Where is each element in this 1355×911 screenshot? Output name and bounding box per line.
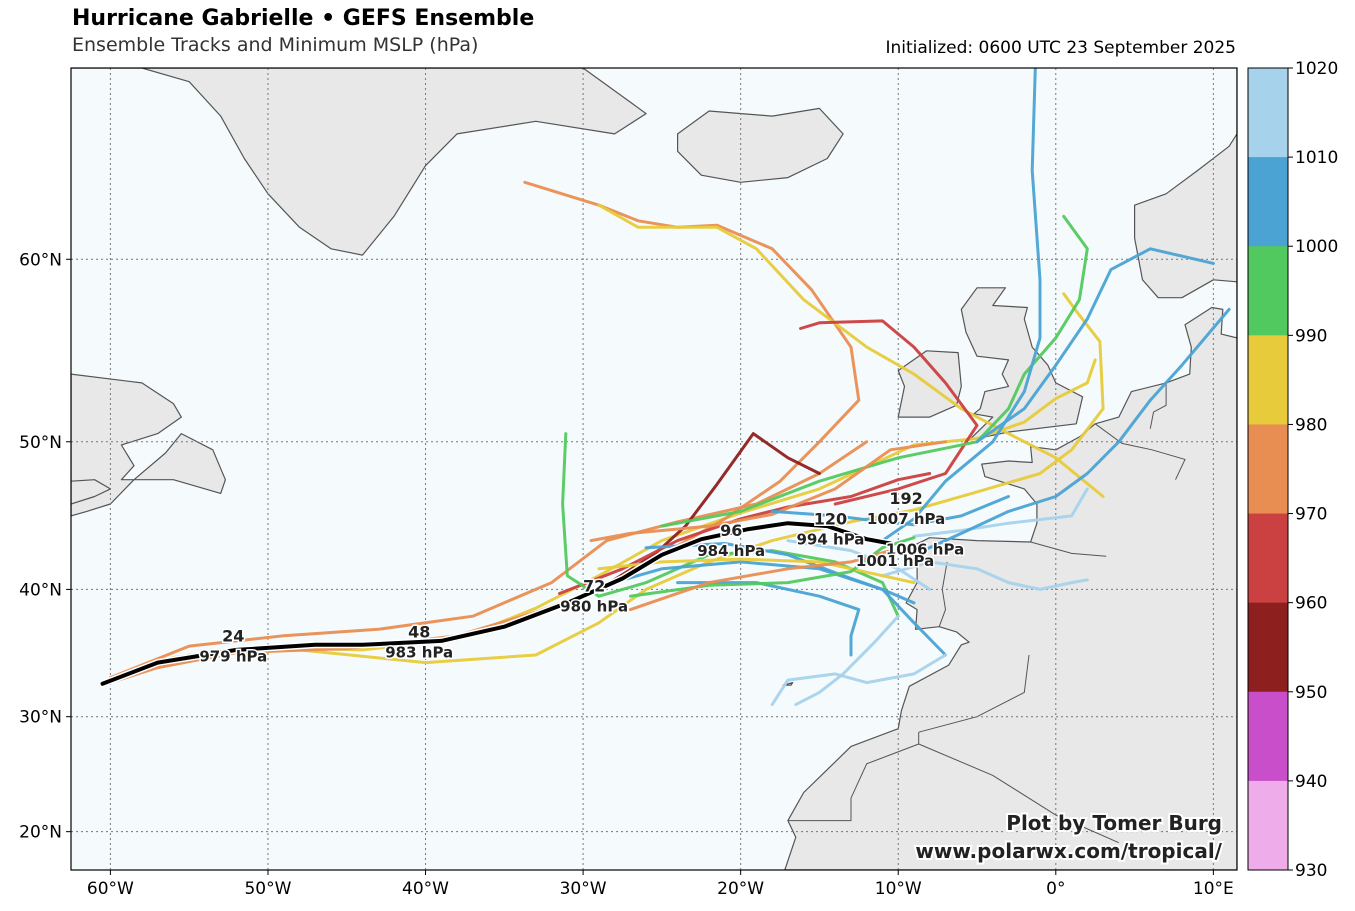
colorbar-tick-label: 930 bbox=[1295, 861, 1327, 881]
ensemble-track bbox=[108, 292, 1105, 683]
colorbar-bin bbox=[1248, 157, 1288, 247]
colorbar-tick-label: 980 bbox=[1295, 415, 1327, 435]
land-norway bbox=[1133, 133, 1237, 299]
colorbar-tick-label: 940 bbox=[1295, 772, 1327, 792]
pressure-label: 980 hPa bbox=[560, 598, 628, 616]
pressure-label: 1006 hPa bbox=[886, 541, 964, 559]
ensemble-track bbox=[912, 307, 1231, 557]
pressure-label: 994 hPa bbox=[797, 531, 865, 549]
colorbar-tick-label: 1010 bbox=[1295, 148, 1338, 168]
colorbar-tick-label: 970 bbox=[1295, 505, 1327, 525]
forecast-hour-label: 48 bbox=[408, 623, 430, 642]
lon-tick-label: 10°E bbox=[1193, 879, 1234, 899]
map-frame bbox=[70, 67, 1238, 871]
forecast-hour-label: 192 bbox=[889, 489, 922, 508]
mean-track-line bbox=[100, 521, 893, 686]
lon-tick-label: 30°W bbox=[560, 879, 607, 899]
forecast-hour-label: 24 bbox=[222, 626, 244, 645]
lon-tick-label: 60°W bbox=[87, 879, 134, 899]
ensemble-track bbox=[975, 247, 1215, 444]
colorbar-tick-label: 1000 bbox=[1295, 237, 1338, 257]
ensemble-track bbox=[881, 560, 1089, 591]
colorbar-tick-label: 950 bbox=[1295, 683, 1327, 703]
colorbar-bin bbox=[1248, 513, 1288, 604]
colorbar-bin bbox=[1248, 691, 1288, 782]
ensemble-track bbox=[881, 68, 1042, 543]
chart-title: Hurricane Gabrielle • GEFS Ensemble bbox=[72, 6, 535, 31]
colorbar-bin bbox=[1248, 246, 1288, 336]
forecast-hour-label: 96 bbox=[720, 521, 742, 540]
land-newfoundland-south bbox=[71, 479, 112, 505]
colorbar-bin bbox=[1248, 68, 1288, 158]
country-border bbox=[1030, 541, 1107, 557]
land-iceland bbox=[676, 107, 844, 183]
ensemble-track bbox=[660, 214, 1089, 528]
ensemble-track bbox=[676, 581, 861, 657]
track-labels: 24 979 hPa 48 983 hPa 72 980 hPa 96 984 hPa 120 9… bbox=[198, 487, 966, 666]
ensemble-track bbox=[770, 495, 1010, 527]
ensemble-mean-track bbox=[99, 519, 894, 688]
ensemble-track bbox=[912, 487, 1089, 538]
ensemble-track bbox=[794, 614, 900, 707]
colorbar-bin bbox=[1248, 424, 1288, 515]
credit-line-1: Plot by Tomer Burg bbox=[1006, 811, 1222, 835]
lat-tick-label: 30°N bbox=[19, 708, 62, 728]
colorbar-bin bbox=[1248, 335, 1288, 425]
colorbar-bin bbox=[1248, 602, 1288, 693]
forecast-hour-label: 72 bbox=[583, 577, 605, 596]
forecast-hour-label: 120 bbox=[814, 510, 847, 529]
lat-tick-label: 40°N bbox=[19, 580, 62, 600]
country-border bbox=[787, 732, 920, 822]
pressure-label: 984 hPa bbox=[697, 542, 765, 560]
country-border bbox=[918, 654, 1030, 733]
pressure-label: 1001 hPa bbox=[856, 552, 934, 570]
colorbar-bin bbox=[1248, 780, 1288, 871]
lon-tick-label: 50°W bbox=[244, 879, 291, 899]
pressure-label: 983 hPa bbox=[385, 644, 453, 662]
colorbar-tick-label: 1020 bbox=[1295, 59, 1338, 79]
colorbar-frame bbox=[1247, 67, 1289, 871]
lon-tick-label: 10°W bbox=[875, 879, 922, 899]
pressure-colorbar: 1020 1010 1000 990 980 970 960 950 940 930 bbox=[1247, 59, 1338, 881]
lon-tick-label: 40°W bbox=[402, 879, 449, 899]
country-border bbox=[938, 561, 948, 627]
ensemble-track bbox=[597, 432, 821, 591]
colorbar-tick-label: 960 bbox=[1295, 594, 1327, 614]
credit: Plot by Tomer Burg www.polarwx.com/tropi… bbox=[913, 809, 1224, 865]
ensemble-track bbox=[589, 440, 947, 543]
lon-tick-label: 20°W bbox=[717, 879, 764, 899]
ensemble-track bbox=[108, 440, 869, 680]
land-azores bbox=[601, 606, 617, 613]
ensemble-track bbox=[628, 549, 892, 612]
pressure-label: 979 hPa bbox=[199, 647, 267, 665]
chart-subtitle: Ensemble Tracks and Minimum MSLP (hPa) bbox=[72, 34, 479, 56]
country-border bbox=[918, 743, 1120, 844]
country-border bbox=[1149, 382, 1167, 429]
country-border bbox=[1094, 423, 1186, 480]
ensemble-track bbox=[770, 653, 947, 707]
land-continental-europe bbox=[784, 68, 1237, 870]
credit-line-2: www.polarwx.com/tropical/ bbox=[915, 839, 1222, 863]
pressure-label: 1007 hPa bbox=[867, 510, 945, 528]
lon-tick-label: 0° bbox=[1046, 879, 1065, 899]
ensemble-track bbox=[786, 539, 932, 591]
initialization-time: Initialized: 0600 UTC 23 September 2025 bbox=[885, 38, 1236, 58]
ensemble-track bbox=[799, 319, 979, 506]
axis-ticks: 60°W 50°W 40°W 30°W 20°W 10°W 0° 10°E 60°N 50°N 40… bbox=[19, 250, 1234, 899]
colorbar-tick-label: 990 bbox=[1295, 326, 1327, 346]
lat-tick-label: 60°N bbox=[19, 250, 62, 270]
lat-tick-label: 50°N bbox=[19, 433, 62, 453]
lat-tick-label: 20°N bbox=[19, 823, 62, 843]
land-greenland bbox=[71, 68, 647, 256]
